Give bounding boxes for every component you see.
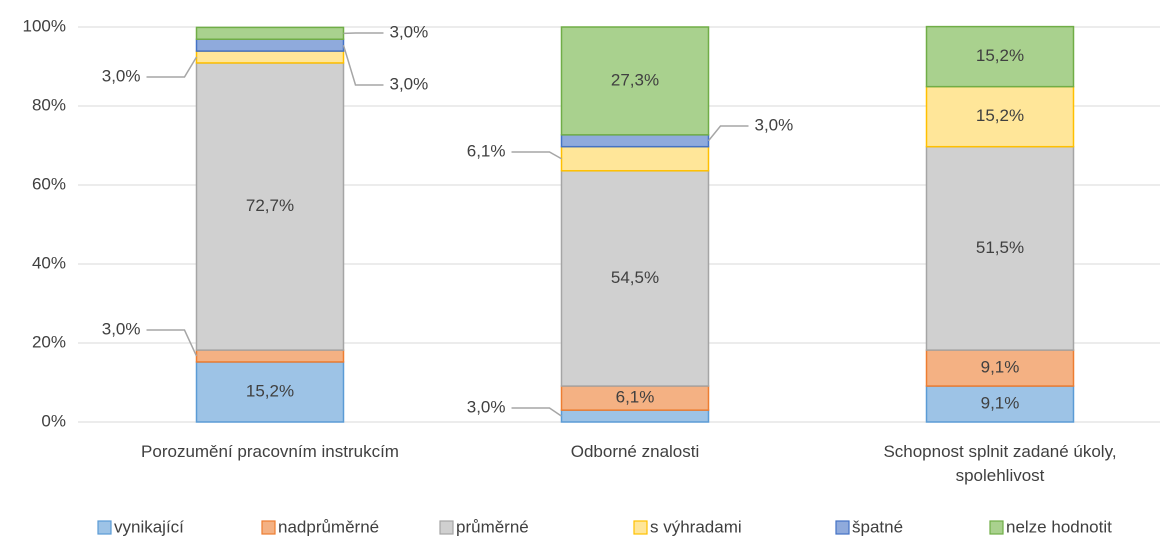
y-tick-label: 20%: [32, 332, 66, 351]
y-tick-label: 0%: [41, 411, 66, 430]
legend-label: průměrné: [456, 517, 529, 536]
bar-segment: [195, 50, 345, 64]
legend-swatch: [835, 520, 850, 535]
y-tick-label: 100%: [23, 16, 66, 35]
legend-swatch: [633, 520, 648, 535]
y-tick-label: 40%: [32, 253, 66, 272]
leader-line: [342, 44, 384, 86]
data-label: 72,7%: [246, 196, 294, 215]
data-label: 54,5%: [611, 268, 659, 287]
leader-line: [146, 329, 198, 357]
data-label: 9,1%: [981, 394, 1020, 413]
bar-segment: [560, 26, 710, 136]
legend-label: s výhradami: [650, 517, 742, 536]
bar-segment: [560, 409, 710, 423]
bar-segment: [925, 385, 1075, 423]
data-label: 9,1%: [981, 358, 1020, 377]
bar-segment: [195, 62, 345, 351]
data-label: 15,2%: [246, 381, 294, 400]
x-tick-label: Schopnost splnit zadané úkoly, spolehliv…: [883, 442, 1117, 485]
bar-segment: [560, 170, 710, 387]
y-tick-label: 60%: [32, 174, 66, 193]
bar-segment: [195, 26, 345, 40]
bar-segment: [560, 145, 710, 172]
data-label: 3,0%: [390, 74, 429, 93]
data-label: 3,0%: [755, 115, 794, 134]
data-label: 51,5%: [976, 238, 1024, 257]
leader-line: [707, 125, 749, 142]
bar-segment: [195, 361, 345, 423]
leader-line: [511, 151, 562, 160]
x-tick-label: Porozumění pracovním instrukcím: [141, 442, 399, 461]
legend-label: nadprůměrné: [278, 517, 379, 536]
bar-segment: [925, 25, 1075, 88]
legend-swatch: [97, 520, 112, 535]
leader-line: [146, 56, 198, 78]
data-label: 15,2%: [976, 106, 1024, 125]
legend-swatch: [989, 520, 1004, 535]
bar-segment: [560, 134, 710, 148]
legend-label: špatné: [852, 517, 903, 536]
legend-label: nelze hodnotit: [1006, 517, 1112, 536]
data-label: 6,1%: [467, 141, 506, 160]
data-label: 6,1%: [616, 388, 655, 407]
bar-segment: [925, 85, 1075, 148]
data-label: 27,3%: [611, 70, 659, 89]
leader-line: [511, 407, 562, 417]
legend-swatch: [439, 520, 454, 535]
legend-swatch: [261, 520, 276, 535]
data-label: 3,0%: [390, 22, 429, 41]
data-label: 3,0%: [467, 397, 506, 416]
legend-label: vynikající: [114, 517, 184, 536]
y-tick-label: 80%: [32, 95, 66, 114]
bar-segment: [195, 349, 345, 363]
data-label: 3,0%: [102, 66, 141, 85]
data-label: 3,0%: [102, 319, 141, 338]
x-tick-label: Odborné znalosti: [570, 442, 700, 461]
bar-segment: [195, 38, 345, 52]
data-label: 15,2%: [976, 46, 1024, 65]
